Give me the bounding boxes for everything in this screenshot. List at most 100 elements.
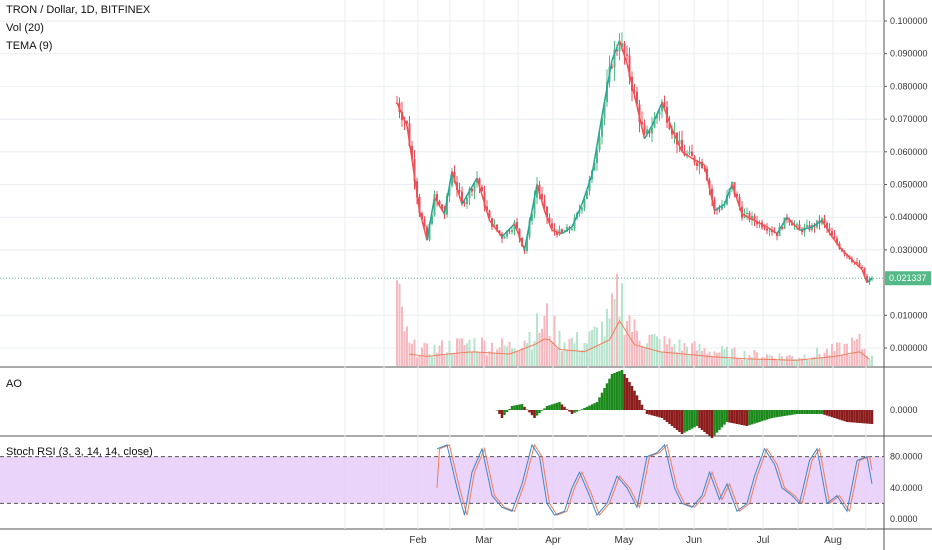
tema-segment [823,224,828,230]
volume-bar [583,342,586,366]
ao-bar [733,410,736,424]
tema-segment [626,63,631,75]
tema-segment [431,197,436,212]
candle-body [581,207,583,211]
ao-bar [658,410,661,418]
tema-segment [488,220,493,225]
tema-segment [726,190,731,198]
candle-body [446,195,448,215]
volume-bar [661,351,663,366]
ao-bar [773,410,776,418]
tema-segment [468,186,473,192]
volume-bar [636,330,638,366]
volume-bar [413,339,416,366]
tema-segment [601,101,606,116]
candle-body [601,117,603,137]
tema-segment [536,184,541,194]
ao-bar [723,410,726,425]
volume-bar [596,327,598,366]
candle-body [776,232,778,237]
tema-segment [733,191,738,200]
tema-segment [621,48,626,57]
ao-bar [655,410,659,417]
volume-bar [521,347,523,366]
candle-body [583,199,586,208]
ao-bar [740,410,744,425]
tema-segment [586,181,591,190]
volume-bar [598,345,601,366]
volume-bar [416,357,418,366]
candle-body [483,191,486,207]
volume-bar [866,356,868,366]
ao-bar [580,409,584,410]
ao-bar [738,410,741,425]
volume-ma-line [409,319,870,361]
ao-bar [860,410,864,424]
tema-segment [786,216,791,221]
tema-segment [814,223,818,227]
volume-bar [651,334,653,366]
volume-bar [518,350,521,366]
ao-bar [660,410,664,418]
candle-body [696,162,698,166]
tema-segment [446,185,451,200]
tema-segment [783,216,788,222]
volume-bar [863,348,866,366]
candle-body [511,229,513,232]
candle-body [721,206,723,210]
volume-bar [708,351,711,366]
volume-bar [798,357,801,366]
candle-body [476,178,478,183]
candle-body [623,43,626,55]
volume-bar [476,351,478,366]
volume-bar [786,356,788,366]
candle-body [618,46,621,52]
volume-bar [623,334,626,366]
tema-segment [866,279,870,284]
ao-bar [600,392,604,410]
tema-segment [396,102,401,109]
volume-bar [751,357,753,366]
candle-body [481,186,483,192]
volume-bar [576,331,578,366]
candle-body [478,178,481,187]
ao-bar [618,371,621,410]
tema-segment [816,221,820,225]
price-tick-label: 0.090000 [890,49,928,59]
volume-bar [853,340,856,366]
volume-bar [648,334,651,366]
volume-bar [676,352,678,366]
tema-segment [719,205,723,209]
ao-bar [570,410,574,414]
ao-bar [645,410,649,414]
tema-segment [573,215,578,222]
tema-segment [716,206,720,210]
ao-bar [650,410,654,416]
candle-body [538,184,541,195]
candle-body [781,226,783,229]
tema-segment [476,177,481,187]
tema-segment [403,119,408,126]
volume-bar [421,347,423,366]
tema-segment [846,254,851,258]
volume-bar [611,293,613,366]
tema-segment [583,189,588,198]
last-price-label: 0.021337 [889,273,927,283]
candle-body [551,223,553,229]
volume-bar [466,343,468,366]
ao-bar [555,402,559,410]
tema-segment [461,199,466,205]
ao-bar [673,410,676,428]
volume-bar [801,358,803,366]
tema-segment [593,145,598,161]
tema-segment [588,174,593,183]
candle-body [418,197,421,214]
candle-body [428,223,431,240]
tema-segment [606,74,611,89]
tema-segment [493,226,498,231]
ao-bar [653,410,656,416]
volume-bar [463,344,466,366]
ao-bar [868,410,871,424]
volume-bar [551,341,553,366]
